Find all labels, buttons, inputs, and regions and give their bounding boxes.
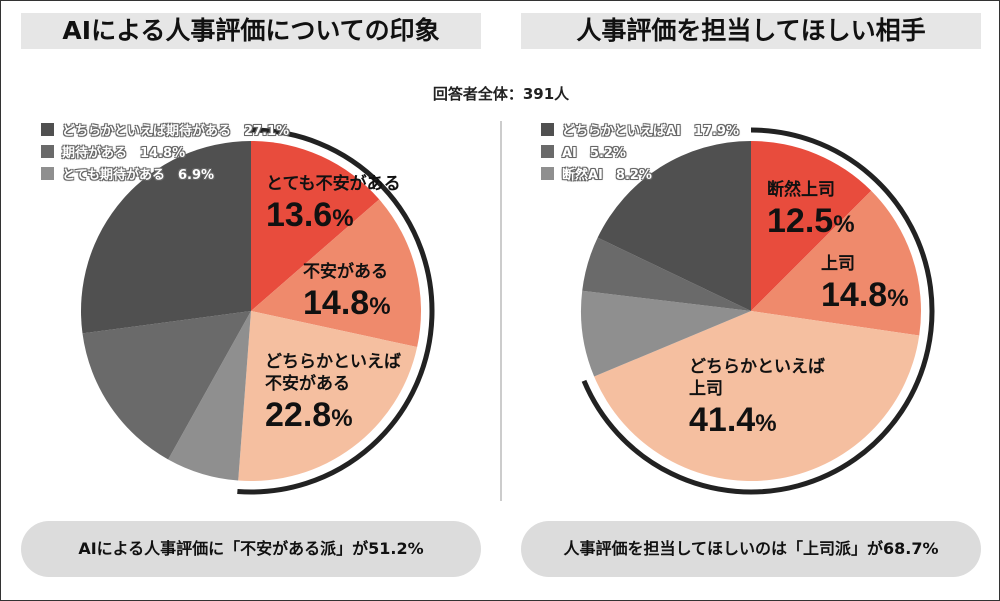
pie-slice xyxy=(251,199,422,348)
legend-item: どちらかといえばAI 17.9% xyxy=(541,118,739,140)
slice-label: 断然上司 12.5% xyxy=(767,180,855,240)
pie-slice xyxy=(251,141,380,311)
pie-slice xyxy=(751,190,921,336)
pie-slice xyxy=(581,290,751,377)
legend-item: とても期待がある 6.9% xyxy=(41,162,289,184)
respondent-total: 回答者全体：391人 xyxy=(432,85,570,103)
pie-slice xyxy=(597,141,751,311)
legend-item: 期待がある 14.8% xyxy=(41,140,289,162)
legend-item: AI 5.2% xyxy=(541,140,739,162)
legend-item: 断然AI 8.2% xyxy=(541,162,739,184)
right-summary: 人事評価を担当してほしいのは「上司派」が68.7% xyxy=(521,521,981,577)
pie-slice xyxy=(168,311,251,481)
highlight-arc xyxy=(237,127,435,495)
right-chart-title: 人事評価を担当してほしい相手 xyxy=(521,13,981,49)
slice-label: 上司 14.8% xyxy=(821,254,909,314)
left-chart-title: AIによる人事評価についての印象 xyxy=(21,13,481,49)
left-summary: AIによる人事評価に「不安がある派」が51.2% xyxy=(21,521,481,577)
slice-label: とても不安がある 13.6% xyxy=(266,174,401,234)
pie-slice xyxy=(751,141,872,311)
pie-slice xyxy=(582,237,751,311)
divider xyxy=(500,121,502,501)
left-legend: どちらかといえば期待がある 27.1% 期待がある 14.8% とても期待がある… xyxy=(41,118,289,184)
slice-label: 不安がある 14.8% xyxy=(303,262,391,322)
pie-slice xyxy=(80,141,251,334)
pie-slice xyxy=(238,311,418,481)
legend-item: どちらかといえば期待がある 27.1% xyxy=(41,118,289,140)
slice-label: どちらかといえば 上司 41.4% xyxy=(689,357,825,439)
right-legend: どちらかといえばAI 17.9% AI 5.2% 断然AI 8.2% xyxy=(541,118,739,184)
pie-slice xyxy=(82,311,252,460)
pie-slice xyxy=(594,311,920,481)
highlight-arc xyxy=(581,127,935,495)
slice-label: どちらかといえば 不安がある 22.8% xyxy=(265,352,401,434)
